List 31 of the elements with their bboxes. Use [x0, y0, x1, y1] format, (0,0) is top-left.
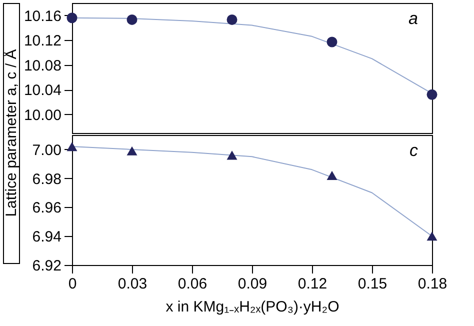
x-tick-label: 0.06: [178, 276, 208, 292]
x-axis-title: x in KMg₁₋ₓH₂ₓ(PO₃)·yH₂O: [166, 298, 340, 316]
point: [426, 89, 438, 100]
annotation: a: [408, 9, 418, 28]
y-tick-label: 10.12: [24, 32, 62, 50]
y-tick-label: 6.98: [32, 170, 62, 188]
point: [426, 232, 438, 241]
y-tick-label: 6.92: [32, 258, 62, 274]
y-tick-label: 10.00: [24, 106, 62, 124]
x-tick-label: 0.12: [298, 276, 328, 292]
point: [126, 14, 138, 25]
x-tick-label: 0.15: [358, 276, 388, 292]
point: [66, 142, 78, 152]
point: [326, 170, 338, 180]
x-tick-label: 0.09: [238, 276, 268, 292]
y-tick-label: 10.16: [24, 8, 62, 25]
y-tick-label: 6.94: [32, 228, 62, 246]
point: [226, 14, 238, 25]
y-tick-label: 6.96: [32, 200, 62, 217]
y-tick-label: 10.08: [24, 57, 62, 74]
point: [66, 12, 78, 24]
y-axis-title: Lattice parameter a, c / Å: [2, 49, 20, 217]
point: [226, 150, 238, 160]
x-tick-label: 0: [68, 276, 77, 292]
point: [326, 36, 338, 48]
y-tick-label: 10.04: [24, 82, 62, 100]
x-tick-label: 0.03: [118, 276, 148, 292]
y-tick-label: 7.00: [32, 142, 62, 159]
point: [126, 146, 138, 156]
annotation: c: [410, 141, 418, 160]
x-tick-label: 0.18: [418, 276, 448, 292]
